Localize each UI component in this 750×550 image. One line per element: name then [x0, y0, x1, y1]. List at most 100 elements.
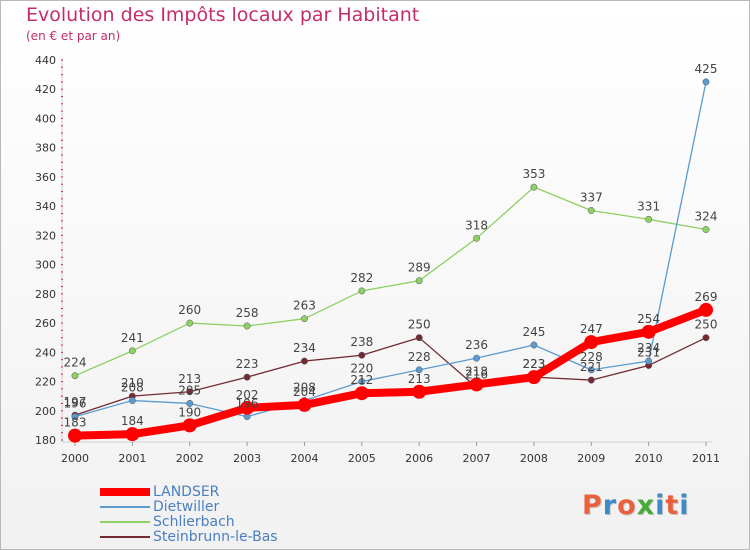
data-point: [641, 324, 656, 339]
data-label: 208: [293, 381, 316, 395]
legend-swatch-dietwiller: [100, 506, 150, 508]
data-point: [128, 347, 136, 355]
y-minor-tick: [61, 322, 63, 324]
data-label: 234: [293, 341, 316, 355]
data-point: [358, 378, 366, 385]
legend-item-dietwiller: Dietwiller: [100, 500, 278, 515]
data-label: 196: [236, 397, 259, 411]
y-minor-tick: [61, 366, 63, 368]
y-tick-label: 180: [35, 434, 56, 447]
y-minor-tick: [61, 110, 63, 112]
data-point: [645, 215, 653, 223]
x-tick-label: 2006: [405, 452, 433, 465]
y-tick-label: 380: [35, 142, 56, 155]
y-minor-tick: [61, 132, 63, 134]
y-tick-label: 280: [35, 288, 56, 301]
y-minor-tick: [61, 220, 63, 222]
y-minor-tick: [61, 417, 63, 419]
data-label: 184: [121, 414, 144, 428]
y-minor-tick: [61, 264, 63, 266]
data-label: 228: [408, 350, 431, 364]
data-label: 223: [236, 357, 259, 371]
data-label: 247: [580, 322, 603, 336]
data-label: 190: [178, 405, 201, 419]
legend-swatch-steinbrunn: [100, 536, 150, 538]
data-label: 210: [121, 376, 144, 390]
y-minor-tick: [61, 432, 63, 434]
data-label: 228: [580, 350, 603, 364]
data-point: [125, 427, 140, 442]
y-minor-tick: [61, 344, 63, 346]
data-label: 269: [695, 290, 718, 304]
logo-letter: r: [602, 490, 618, 521]
data-label: 213: [408, 372, 431, 386]
y-minor-tick: [61, 402, 63, 404]
logo-letter: i: [679, 490, 690, 521]
data-label: 254: [637, 312, 660, 326]
data-label: 223: [522, 357, 545, 371]
legend-item-steinbrunn: Steinbrunn-le-Bas: [100, 530, 278, 545]
data-point: [68, 428, 82, 443]
data-point: [584, 335, 599, 350]
data-label: 205: [178, 383, 201, 397]
data-label: 218: [465, 364, 488, 378]
data-label: 250: [695, 318, 718, 332]
y-minor-tick: [61, 96, 63, 98]
legend-label-schlierbach: Schlierbach: [153, 514, 235, 530]
data-point: [186, 388, 194, 396]
chart-title: Evolution des Impôts locaux par Habitant: [26, 4, 420, 26]
data-point: [243, 373, 251, 381]
data-label: 224: [64, 356, 87, 370]
y-minor-tick: [61, 359, 63, 361]
y-minor-tick: [61, 117, 63, 119]
y-minor-tick: [61, 234, 63, 236]
legend-swatch-schlierbach: [100, 521, 150, 523]
data-point: [702, 78, 710, 86]
y-minor-tick: [61, 300, 63, 302]
data-label: 234: [637, 341, 660, 355]
y-minor-tick: [61, 424, 63, 426]
y-minor-tick: [61, 169, 63, 171]
data-label: 183: [64, 416, 87, 430]
y-minor-tick: [61, 154, 63, 156]
y-minor-tick: [61, 74, 63, 76]
legend-item-schlierbach: Schlierbach: [100, 515, 278, 530]
x-tick-label: 2000: [61, 452, 89, 465]
logo-letter: t: [665, 490, 680, 521]
data-point: [469, 377, 484, 392]
data-point: [358, 351, 366, 359]
y-minor-tick: [61, 381, 63, 383]
data-label: 220: [350, 362, 373, 376]
x-tick-label: 2003: [233, 452, 261, 465]
y-minor-tick: [61, 191, 63, 193]
y-minor-tick: [61, 410, 63, 412]
y-minor-tick: [61, 439, 63, 441]
data-point: [71, 372, 79, 380]
logo-letter: o: [617, 490, 637, 521]
logo-letter: P: [582, 490, 603, 521]
x-tick-label: 2001: [118, 452, 146, 465]
y-tick-label: 400: [35, 112, 56, 125]
y-minor-tick: [61, 125, 63, 127]
y-minor-tick: [61, 212, 63, 214]
data-point: [243, 322, 251, 330]
x-tick-label: 2002: [176, 452, 204, 465]
legend-swatch-landser: [100, 488, 150, 496]
data-label: 204: [293, 385, 316, 399]
y-tick-label: 320: [35, 229, 56, 242]
data-point: [699, 302, 713, 317]
data-label: 213: [178, 372, 201, 386]
data-point: [301, 357, 308, 365]
y-minor-tick: [61, 286, 63, 288]
y-minor-tick: [61, 271, 63, 273]
y-tick-label: 440: [35, 54, 56, 67]
data-label: 212: [350, 373, 373, 387]
y-minor-tick: [61, 183, 63, 185]
y-minor-tick: [61, 66, 63, 68]
y-minor-tick: [61, 139, 63, 141]
data-label: 196: [64, 397, 87, 411]
logo-letter: i: [655, 490, 666, 521]
data-label: 208: [121, 381, 144, 395]
legend-item-landser: LANDSER: [100, 485, 278, 500]
x-tick-label: 2009: [577, 452, 605, 465]
